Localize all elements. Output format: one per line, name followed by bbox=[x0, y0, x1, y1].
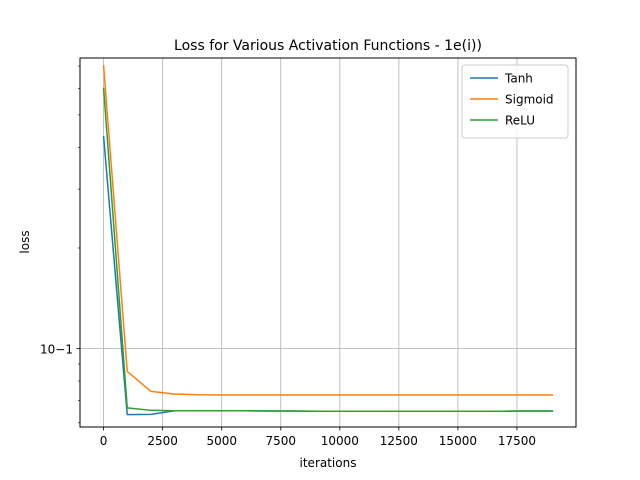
y-axis-label: loss bbox=[18, 230, 32, 253]
x-axis-ticks: 0 2500 5000 7500 10000 12500 15000 17500 bbox=[100, 427, 536, 448]
x-axis-label: iterations bbox=[300, 456, 357, 470]
chart-title: Loss for Various Activation Functions - … bbox=[174, 38, 482, 54]
legend: Tanh Sigmoid ReLU bbox=[461, 64, 569, 139]
y-axis-ticks: 10−1 bbox=[40, 65, 80, 424]
legend-label-tanh: Tanh bbox=[504, 72, 533, 86]
y-tick-label: 10−1 bbox=[40, 343, 73, 357]
series-line-sigmoid bbox=[102, 65, 554, 396]
x-tick-label: 7500 bbox=[265, 434, 296, 448]
x-tick-label: 2500 bbox=[147, 434, 178, 448]
series-lines bbox=[102, 65, 554, 416]
x-tick-label: 15000 bbox=[439, 434, 477, 448]
series-line-relu bbox=[102, 87, 554, 412]
legend-label-relu: ReLU bbox=[505, 114, 535, 128]
x-tick-label: 5000 bbox=[206, 434, 237, 448]
legend-label-sigmoid: Sigmoid bbox=[505, 93, 554, 107]
x-tick-label: 17500 bbox=[498, 434, 536, 448]
plot-frame bbox=[79, 57, 577, 428]
x-tick-label: 10000 bbox=[321, 434, 359, 448]
x-tick-label: 0 bbox=[100, 434, 108, 448]
x-tick-label: 12500 bbox=[380, 434, 418, 448]
